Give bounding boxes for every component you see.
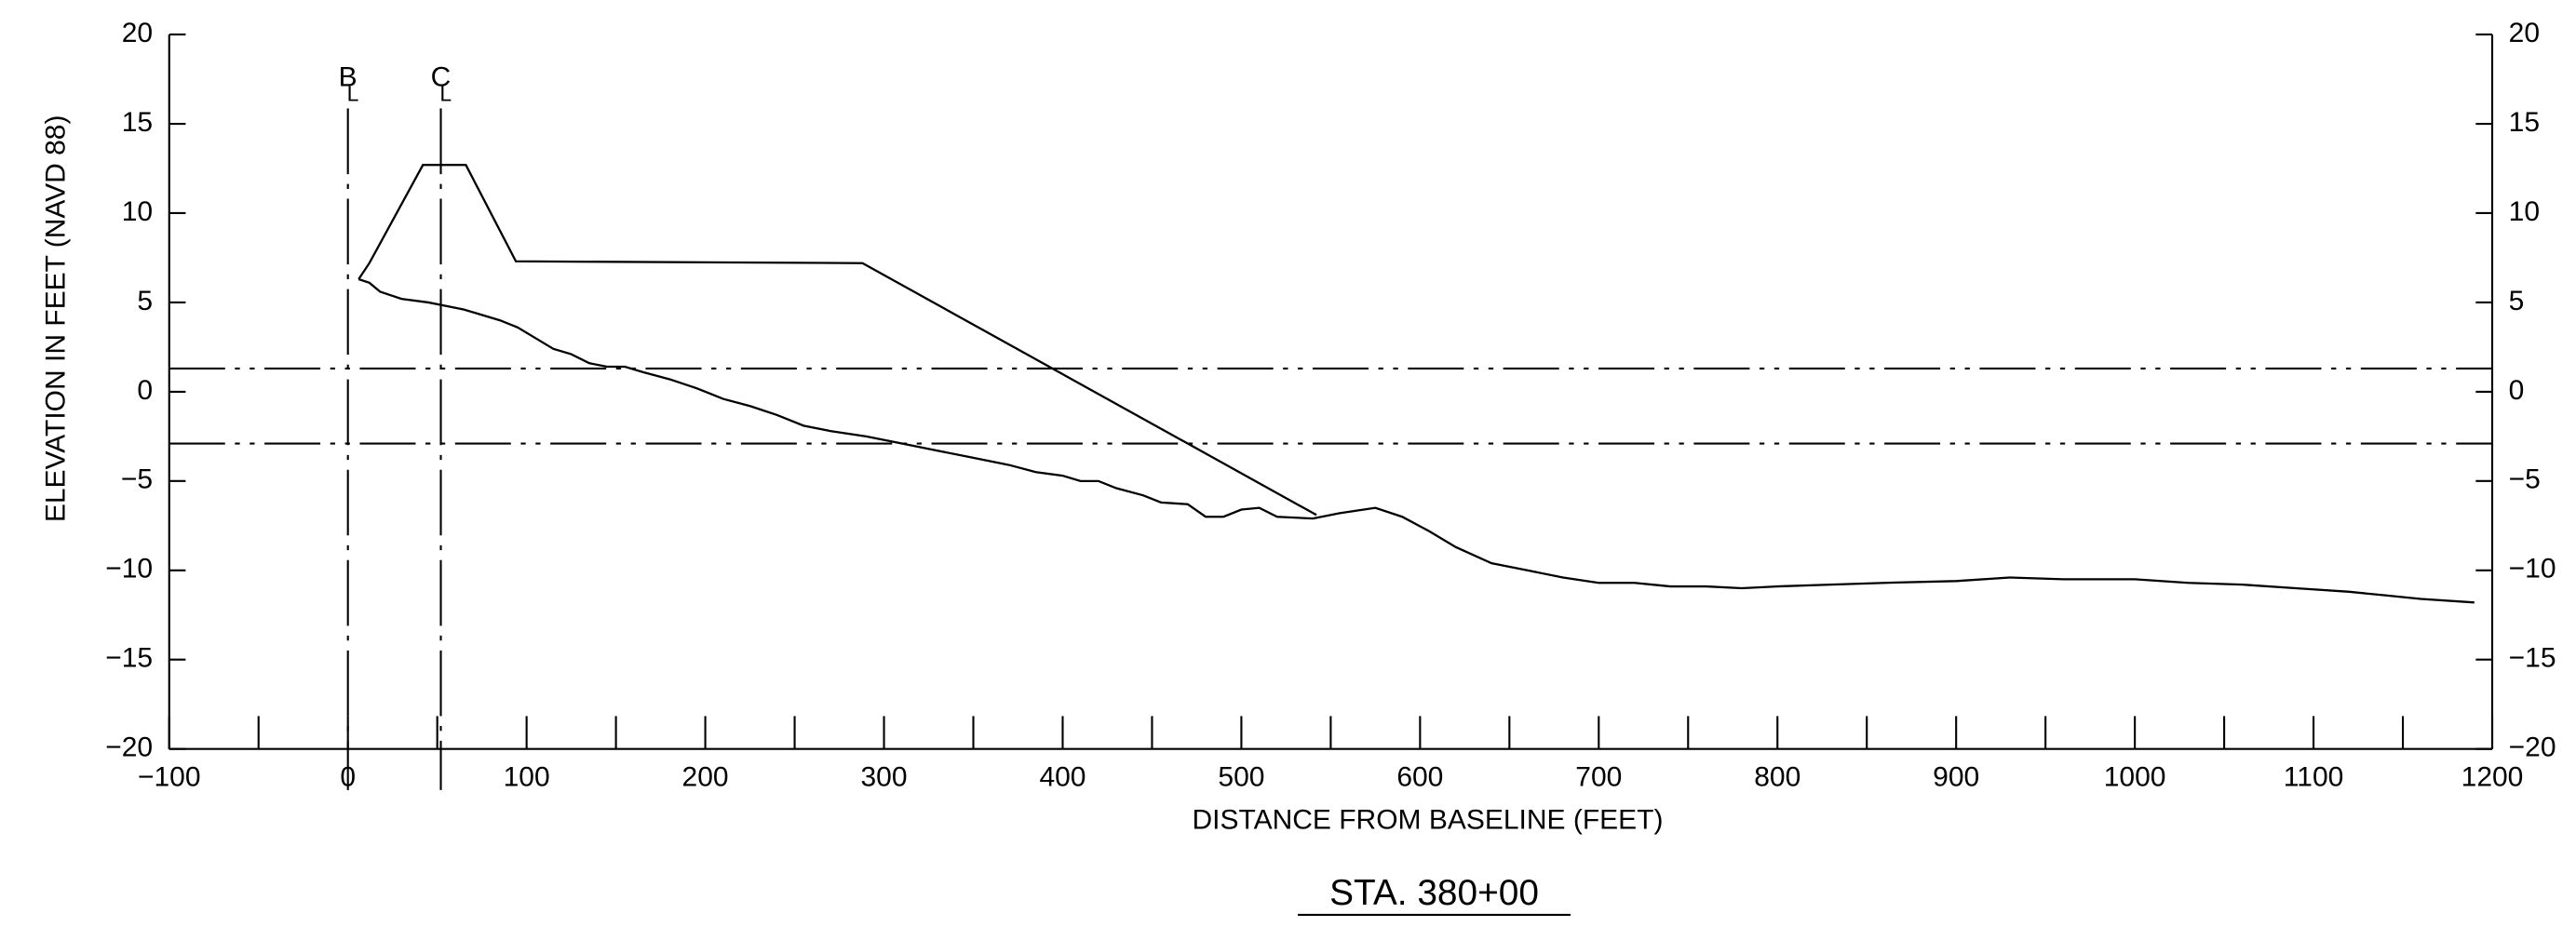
y-tick-label: 0 <box>137 375 153 406</box>
marker-label-top: B <box>339 62 357 93</box>
y-tick-label: −5 <box>121 464 153 495</box>
x-tick-label: 900 <box>1933 761 1979 792</box>
x-tick-label: 200 <box>682 761 729 792</box>
y2-tick-label: 5 <box>2509 286 2525 316</box>
chart-title: STA. 380+00 <box>1329 873 1539 913</box>
y2-tick-label: −15 <box>2509 643 2556 674</box>
y-axis-label: ELEVATION IN FEET (NAVD 88) <box>41 115 72 523</box>
x-tick-label: 600 <box>1396 761 1443 792</box>
profile-line <box>357 164 1317 517</box>
marker-label-top: C <box>431 62 452 93</box>
y2-tick-label: 15 <box>2509 107 2540 138</box>
y2-tick-label: −5 <box>2509 464 2541 495</box>
x-tick-label: 700 <box>1575 761 1622 792</box>
y-tick-label: −10 <box>105 554 153 584</box>
y-tick-label: −15 <box>105 643 153 674</box>
y2-tick-label: 0 <box>2509 375 2525 406</box>
y2-tick-label: −20 <box>2509 732 2556 763</box>
marker-label-bottom: L <box>347 81 359 105</box>
x-tick-label: 1000 <box>2104 761 2166 792</box>
x-tick-label: 300 <box>861 761 908 792</box>
x-tick-label: 800 <box>1754 761 1801 792</box>
y-tick-label: 5 <box>137 286 153 316</box>
x-tick-label: 1100 <box>2284 761 2343 792</box>
x-axis-label: DISTANCE FROM BASELINE (FEET) <box>1193 804 1664 835</box>
x-tick-label: 100 <box>504 761 550 792</box>
y-tick-label: −20 <box>105 732 153 763</box>
x-tick-label: 400 <box>1039 761 1086 792</box>
marker-label-bottom: L <box>439 81 452 105</box>
y2-tick-label: 10 <box>2509 196 2540 227</box>
y-tick-label: 10 <box>122 196 153 227</box>
y2-tick-label: 20 <box>2509 18 2540 48</box>
x-tick-label: −100 <box>138 761 201 792</box>
y-tick-label: 15 <box>122 107 153 138</box>
x-tick-label: 500 <box>1218 761 1264 792</box>
y2-tick-label: −10 <box>2509 554 2556 584</box>
y-tick-label: 20 <box>122 18 153 48</box>
profile-line <box>357 277 2475 604</box>
x-tick-label: 1200 <box>2461 761 2524 792</box>
